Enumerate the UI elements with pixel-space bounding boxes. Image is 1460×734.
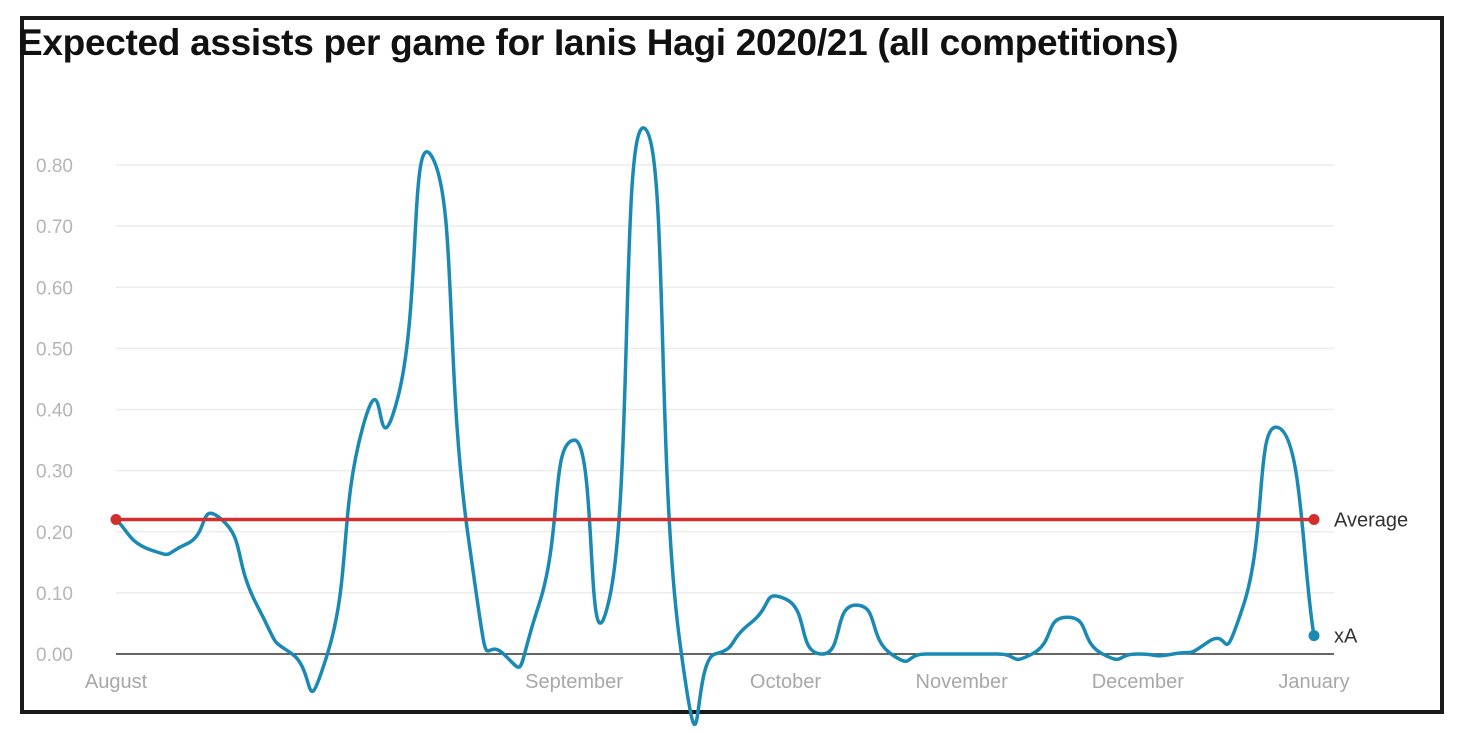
y-tick-label: 0.80 xyxy=(36,156,73,177)
x-axis-ticks: August September October November December Ja… xyxy=(85,671,1350,693)
y-tick-label: 0.60 xyxy=(36,278,73,299)
series-end-label-average: Average xyxy=(1334,510,1408,532)
y-tick-label: 0.30 xyxy=(36,462,73,483)
x-tick-label: December xyxy=(1092,671,1185,693)
series-layer: xA Average xyxy=(110,126,1408,727)
x-tick-label: October xyxy=(750,671,821,693)
y-tick-label: 0.20 xyxy=(36,523,73,544)
average-start-point xyxy=(110,514,122,526)
y-tick-label: 0.00 xyxy=(36,645,73,666)
y-tick-label: 0.50 xyxy=(36,339,73,360)
y-tick-label: 0.70 xyxy=(36,217,73,238)
chart-frame xyxy=(20,16,1444,714)
x-tick-label: November xyxy=(916,671,1009,693)
series-end-point-xa xyxy=(1308,630,1320,642)
series-end-point-average xyxy=(1308,514,1320,526)
x-tick-label: August xyxy=(85,671,148,693)
x-tick-label: September xyxy=(525,671,623,693)
x-tick-label: January xyxy=(1278,671,1349,693)
chart-title: Expected assists per game for Ianis Hagi… xyxy=(18,22,1179,63)
series-line-xa xyxy=(114,126,1316,727)
series-end-label-xa: xA xyxy=(1334,626,1358,648)
y-axis-ticks: 0.00 0.10 0.20 0.30 0.40 0.50 0.60 0.70 0.80 xyxy=(36,156,73,666)
gridlines xyxy=(116,164,1334,655)
y-tick-label: 0.40 xyxy=(36,401,73,422)
y-tick-label: 0.10 xyxy=(36,584,73,605)
